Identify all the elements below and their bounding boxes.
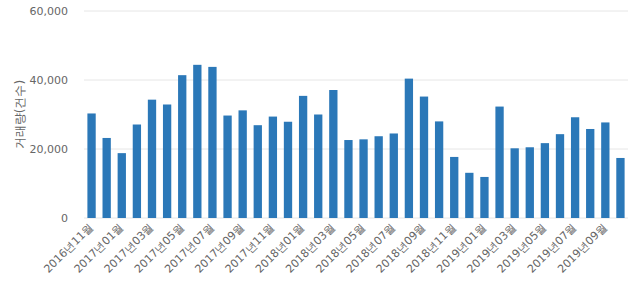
bar bbox=[480, 177, 488, 218]
bar bbox=[314, 115, 322, 219]
y-tick-label: 20,000 bbox=[30, 143, 69, 156]
bar bbox=[450, 157, 458, 218]
bar bbox=[420, 97, 428, 218]
y-tick-label: 40,000 bbox=[30, 74, 69, 87]
chart: 020,00040,00060,000거래량(건수)2016년11월2017년0… bbox=[0, 0, 640, 294]
bar bbox=[359, 139, 367, 218]
bar bbox=[541, 143, 549, 218]
grid-line bbox=[84, 11, 628, 12]
bar bbox=[133, 125, 141, 218]
bar bbox=[208, 67, 216, 218]
bar bbox=[87, 113, 95, 218]
bar bbox=[526, 147, 534, 218]
bar bbox=[329, 90, 337, 218]
bar bbox=[405, 79, 413, 218]
bar bbox=[556, 134, 564, 218]
bar bbox=[299, 96, 307, 218]
y-tick-label: 60,000 bbox=[30, 5, 69, 18]
bar bbox=[586, 129, 594, 218]
bar bbox=[495, 107, 503, 218]
bar bbox=[118, 153, 126, 218]
bar bbox=[344, 140, 352, 218]
grid-line bbox=[84, 80, 628, 81]
bar bbox=[435, 121, 443, 218]
bar bbox=[239, 110, 247, 218]
y-axis-title: 거래량(건수) bbox=[13, 80, 27, 149]
bar bbox=[284, 122, 292, 218]
bar bbox=[465, 173, 473, 218]
bar bbox=[511, 148, 519, 218]
bar bbox=[390, 133, 398, 218]
bar bbox=[223, 116, 231, 218]
bar bbox=[148, 100, 156, 218]
bar bbox=[616, 158, 624, 218]
bar bbox=[254, 125, 262, 218]
bar bbox=[178, 75, 186, 218]
bar bbox=[103, 138, 111, 218]
bar bbox=[163, 104, 171, 218]
x-tick-label: 2019년09월 bbox=[555, 221, 609, 275]
bar bbox=[571, 117, 579, 218]
bar bbox=[601, 122, 609, 218]
y-tick-label: 0 bbox=[61, 212, 68, 225]
bar bbox=[193, 65, 201, 218]
bar bbox=[375, 136, 383, 218]
bar bbox=[269, 117, 277, 218]
